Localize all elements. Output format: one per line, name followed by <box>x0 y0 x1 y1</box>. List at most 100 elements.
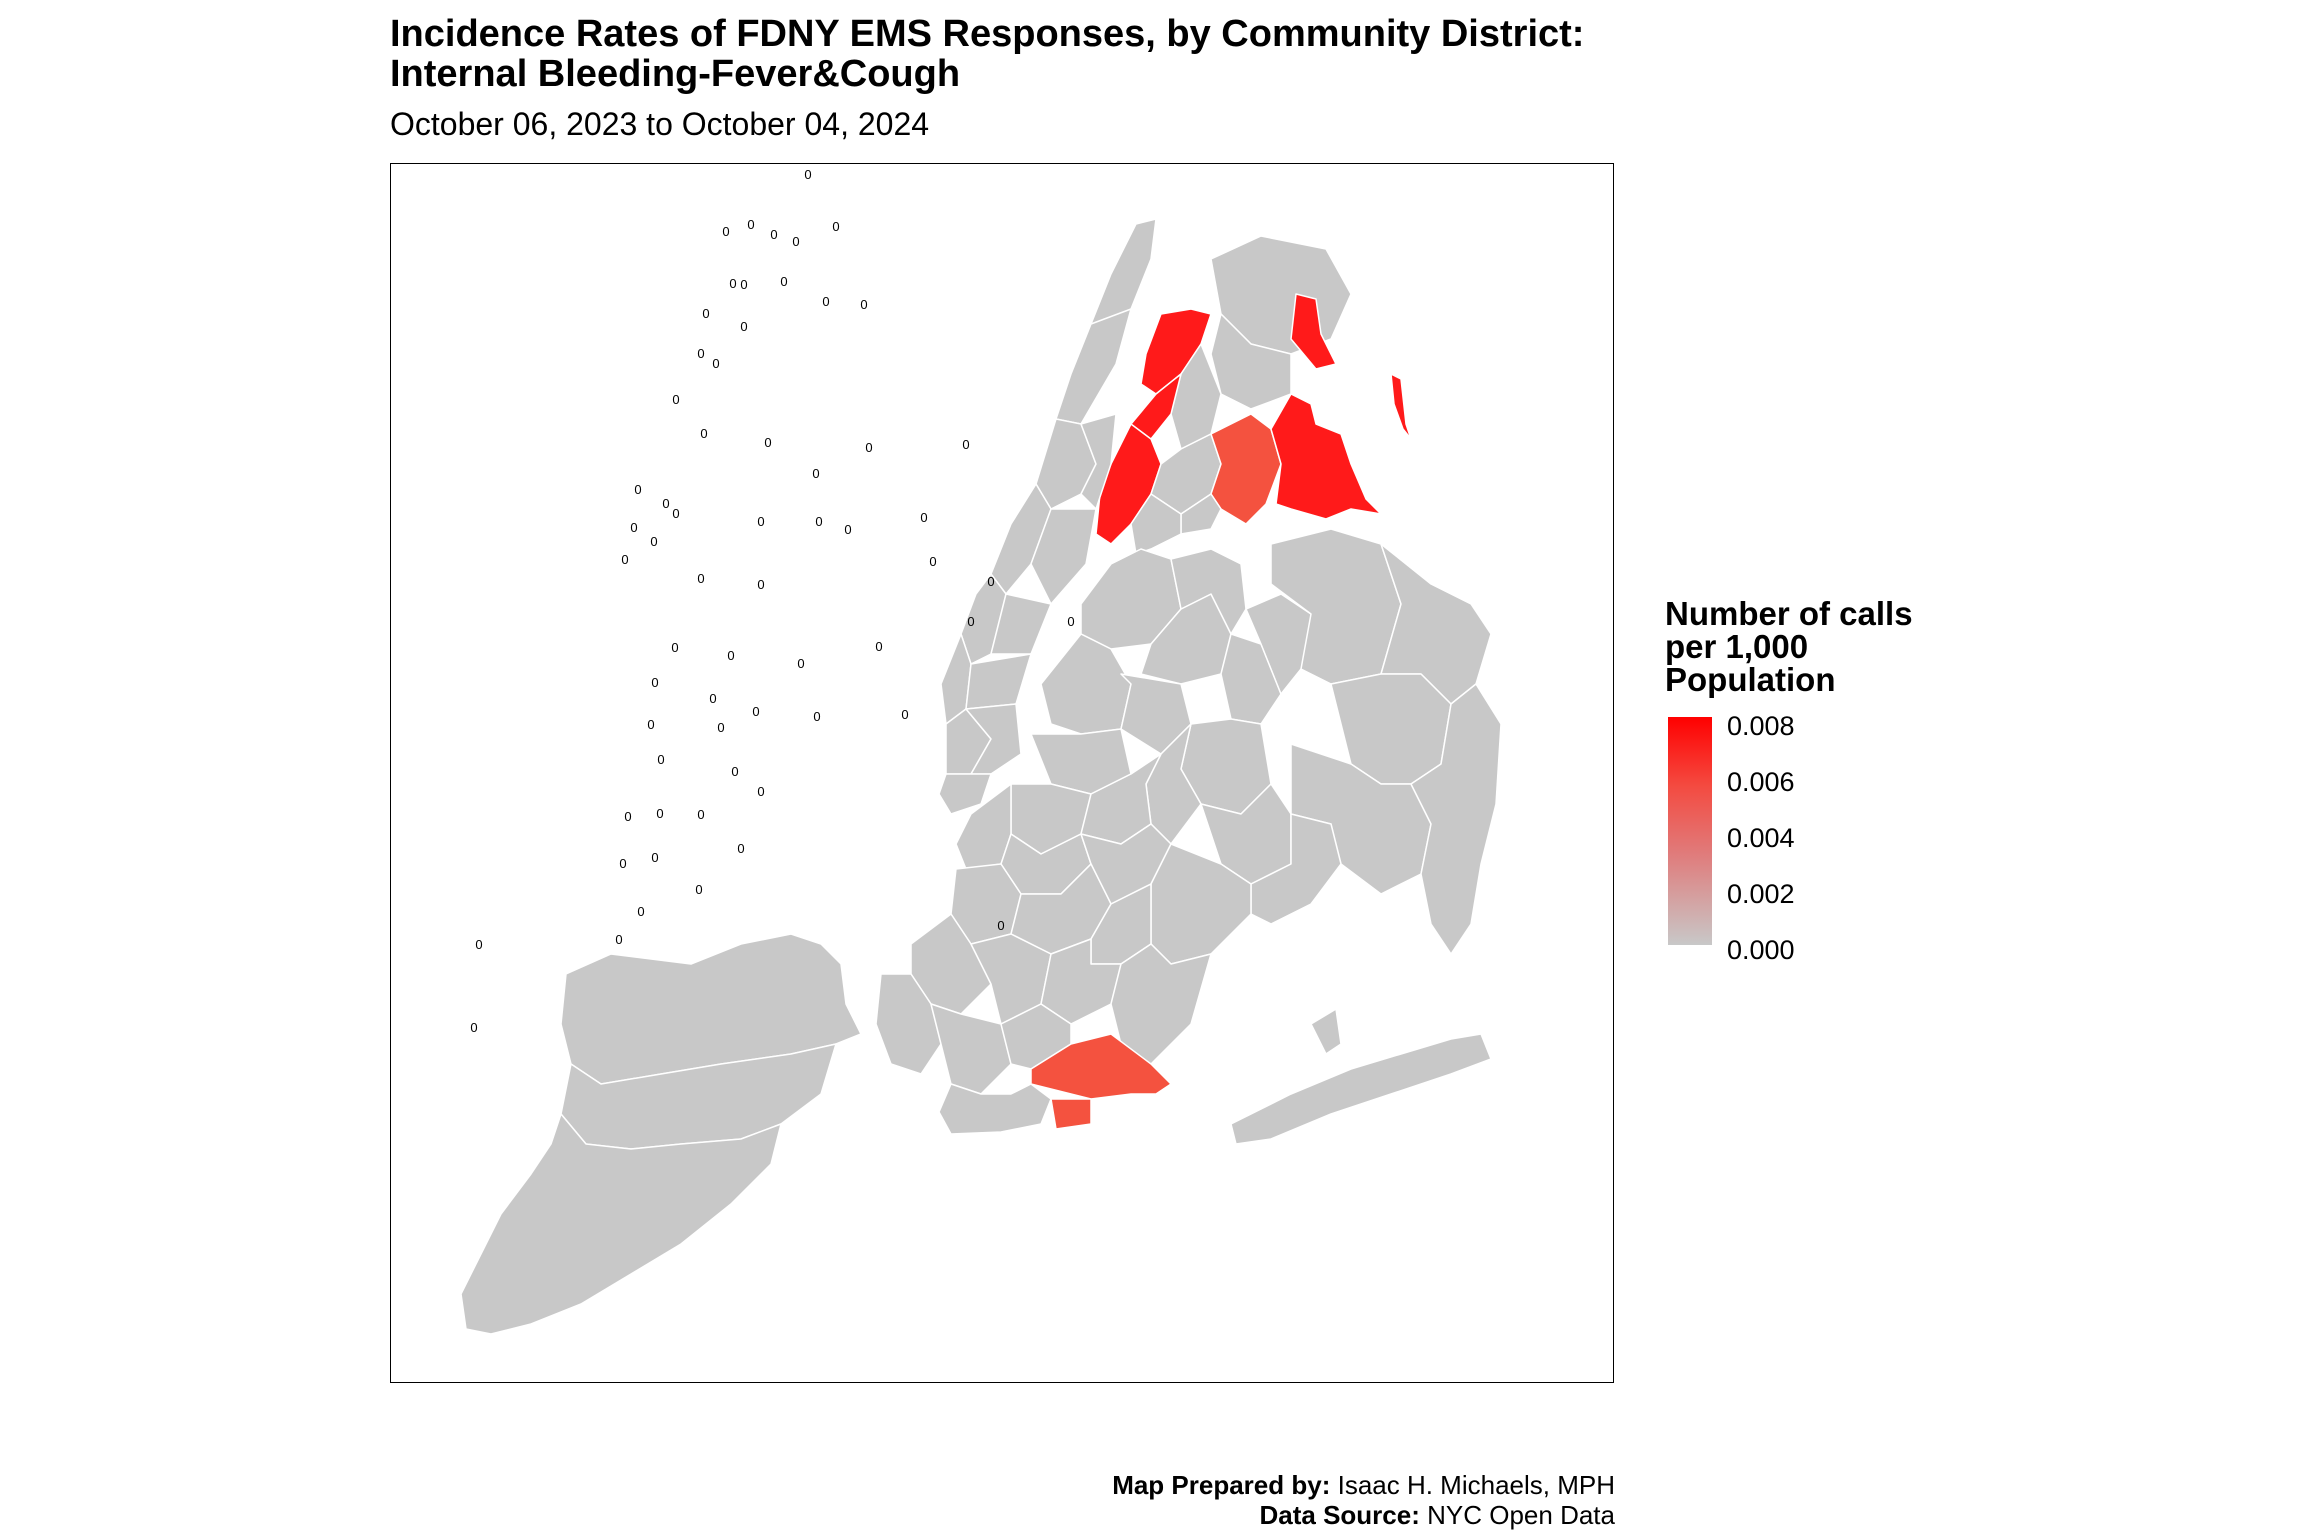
district-value-label: 0 <box>672 392 679 407</box>
district-value-label: 0 <box>764 435 771 450</box>
prepared-by-label: Map Prepared by: <box>1112 1470 1331 1500</box>
district-manhattan-fidi <box>938 773 992 815</box>
data-source-label: Data Source: <box>1259 1500 1420 1530</box>
district-value-label: 0 <box>901 707 908 722</box>
district-value-label: 0 <box>740 277 747 292</box>
district-value-label: 0 <box>929 554 936 569</box>
district-value-label: 0 <box>624 809 631 824</box>
title-line-1: Incidence Rates of FDNY EMS Responses, b… <box>390 13 1585 55</box>
district-bk-brighton-mid <box>1050 1098 1092 1130</box>
district-value-label: 0 <box>700 426 707 441</box>
district-value-label: 0 <box>813 709 820 724</box>
district-value-label: 0 <box>650 534 657 549</box>
district-labels: 0 0 0 0 0 0 0 0 0 0 0 0 0 0 0 0 0 0 0 0 0 0 0 0 0 0 0 0 0 0 0 0 0 0 0 0 0 0 0 0… <box>470 167 1074 1035</box>
data-source-line: Data Source: NYC Open Data <box>1112 1500 1616 1530</box>
district-bk-bensonhurst <box>930 1003 1012 1095</box>
map-title: Incidence Rates of FDNY EMS Responses, b… <box>390 14 1584 94</box>
legend-title-line-2: per 1,000 <box>1665 628 1809 665</box>
district-value-label: 0 <box>619 856 626 871</box>
district-bronx-soundview-mid <box>1210 413 1282 525</box>
district-value-label: 0 <box>804 167 811 182</box>
district-value-label: 0 <box>662 496 669 511</box>
district-value-label: 0 <box>792 234 799 249</box>
legend-tick-0004: 0.004 <box>1727 823 1795 853</box>
title-line-2: Internal Bleeding-Fever&Cough <box>390 53 961 95</box>
legend-title-line-1: Number of calls <box>1665 595 1913 632</box>
district-queens-ozone <box>1250 813 1342 925</box>
district-bk-canarsie <box>1110 943 1212 1065</box>
district-value-label: 0 <box>920 510 927 525</box>
district-value-label: 0 <box>780 274 787 289</box>
district-value-label: 0 <box>752 704 759 719</box>
district-rockaways <box>1230 1033 1492 1145</box>
legend-tick-0008: 0.008 <box>1727 711 1795 741</box>
district-value-label: 0 <box>717 720 724 735</box>
district-value-label: 0 <box>757 784 764 799</box>
district-value-label: 0 <box>747 217 754 232</box>
district-bronx-throgs-high <box>1270 393 1382 520</box>
district-value-label: 0 <box>740 319 747 334</box>
legend-title-line-3: Population <box>1665 661 1836 698</box>
district-value-label: 0 <box>634 482 641 497</box>
district-value-label: 0 <box>860 297 867 312</box>
district-manhattan-ues <box>1030 508 1097 605</box>
district-value-label: 0 <box>757 514 764 529</box>
district-value-label: 0 <box>702 306 709 321</box>
district-value-label: 0 <box>757 577 764 592</box>
district-value-label: 0 <box>672 506 679 521</box>
data-source-value: NYC Open Data <box>1427 1500 1615 1530</box>
district-value-label: 0 <box>671 640 678 655</box>
district-value-label: 0 <box>651 850 658 865</box>
district-bk-coney-island <box>938 1083 1052 1135</box>
district-queens-se <box>1410 683 1502 955</box>
district-value-label: 0 <box>615 932 622 947</box>
district-value-label: 0 <box>832 219 839 234</box>
district-manhattan-inwood <box>1055 308 1132 425</box>
legend-tick-0002: 0.002 <box>1727 879 1795 909</box>
district-value-label: 0 <box>727 648 734 663</box>
district-value-label: 0 <box>729 276 736 291</box>
legend-tick-0000: 0.000 <box>1727 935 1795 965</box>
legend-tick-0006: 0.006 <box>1727 767 1795 797</box>
credits: Map Prepared by: Isaac H. Michaels, MPH … <box>1112 1470 1615 1530</box>
district-queens-flushing-n <box>1170 548 1247 635</box>
district-value-label: 0 <box>722 224 729 239</box>
district-value-label: 0 <box>997 918 1004 933</box>
district-value-label: 0 <box>697 571 704 586</box>
district-queens-lic <box>1040 633 1132 735</box>
district-value-label: 0 <box>967 614 974 629</box>
map-subtitle: October 06, 2023 to October 04, 2024 <box>390 106 930 142</box>
district-city-island-high <box>1390 373 1412 440</box>
district-jamaica-bay-island <box>1310 1008 1342 1055</box>
district-value-label: 0 <box>709 691 716 706</box>
district-value-label: 0 <box>770 227 777 242</box>
district-bronx-central <box>1210 313 1292 410</box>
district-value-label: 0 <box>797 656 804 671</box>
district-value-label: 0 <box>712 356 719 371</box>
district-value-label: 0 <box>630 520 637 535</box>
district-bronx-east-high <box>1290 293 1337 370</box>
legend-color-bar <box>1668 717 1712 945</box>
district-value-label: 0 <box>844 522 851 537</box>
district-value-label: 0 <box>1067 614 1074 629</box>
district-value-label: 0 <box>475 937 482 952</box>
district-value-label: 0 <box>651 675 658 690</box>
district-value-label: 0 <box>621 552 628 567</box>
map-panel: 0 0 0 0 0 0 0 0 0 0 0 0 0 0 0 0 0 0 0 0 0 0 0 0 0 0 0 0 0 0 0 0 0 0 0 0 0 0 0 0… <box>390 163 1614 1383</box>
nyc-map: 0 0 0 0 0 0 0 0 0 0 0 0 0 0 0 0 0 0 0 0 0 0 0 0 0 0 0 0 0 0 0 0 0 0 0 0 0 0 0 0… <box>460 167 1502 1335</box>
district-value-label: 0 <box>697 807 704 822</box>
district-value-label: 0 <box>647 717 654 732</box>
district-value-label: 0 <box>987 574 994 589</box>
district-value-label: 0 <box>697 346 704 361</box>
district-value-label: 0 <box>822 294 829 309</box>
district-value-label: 0 <box>875 639 882 654</box>
district-value-label: 0 <box>737 841 744 856</box>
district-bk-bay-ridge <box>875 973 942 1075</box>
district-value-label: 0 <box>656 806 663 821</box>
prepared-by-line: Map Prepared by: Isaac H. Michaels, MPH <box>1112 1470 1615 1500</box>
district-value-label: 0 <box>731 764 738 779</box>
district-bk-sheepshead-mid <box>1030 1033 1172 1100</box>
district-value-label: 0 <box>695 882 702 897</box>
district-value-label: 0 <box>865 440 872 455</box>
district-value-label: 0 <box>812 466 819 481</box>
